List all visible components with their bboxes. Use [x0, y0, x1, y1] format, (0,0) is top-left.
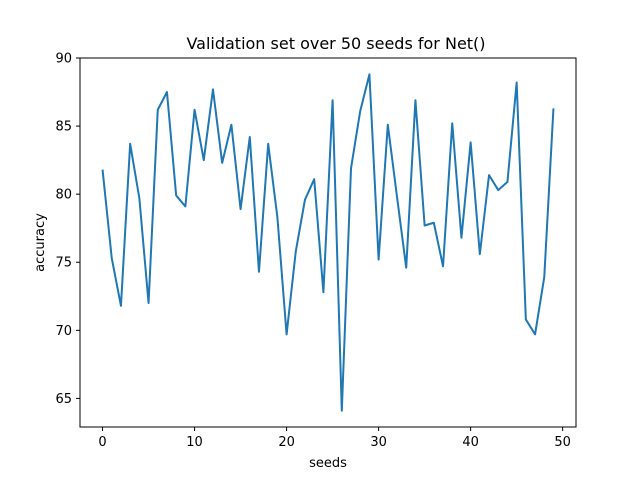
- y-axis-label: accuracy: [33, 213, 48, 272]
- x-tick-label: 20: [278, 435, 295, 450]
- y-tick-label: 70: [55, 324, 72, 339]
- y-tick-label: 75: [55, 256, 72, 271]
- x-tick-label: 30: [370, 435, 387, 450]
- y-tick-label: 85: [55, 120, 72, 135]
- y-tick-label: 90: [55, 52, 72, 67]
- x-tick-label: 10: [186, 435, 203, 450]
- accuracy-series-line: [101, 73, 555, 412]
- plot-area: [101, 73, 555, 412]
- y-tick-label: 65: [55, 392, 72, 407]
- chart-title: Validation set over 50 seeds for Net(): [186, 34, 485, 53]
- y-tick-label: 80: [55, 188, 72, 203]
- x-tick-label: 0: [98, 435, 106, 450]
- x-axis: 0 10 20 30 40 50: [98, 427, 571, 450]
- axes-frame: [79, 57, 577, 428]
- x-tick-label: 50: [554, 435, 571, 450]
- y-axis: 65 70 75 80 85 90: [55, 52, 80, 407]
- x-axis-label: seeds: [309, 456, 347, 471]
- x-tick-label: 40: [462, 435, 479, 450]
